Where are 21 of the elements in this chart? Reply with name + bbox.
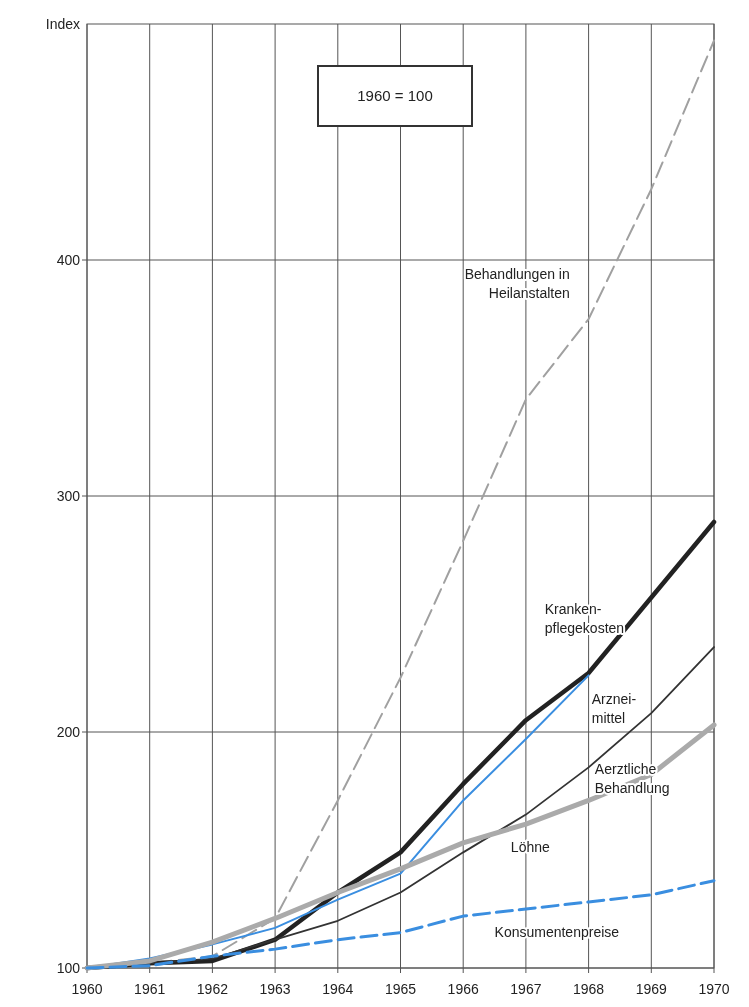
- series-label: Arznei- mittel: [591, 690, 637, 726]
- x-tick-label: 1967: [510, 981, 542, 997]
- x-tick-label: 1965: [384, 981, 417, 997]
- x-tick-label: 1960: [71, 981, 103, 997]
- note-box: 1960 = 100: [317, 65, 473, 127]
- series-label: Behandlungen in Heilanstalten: [464, 265, 570, 301]
- x-tick-label: 1968: [573, 981, 605, 997]
- y-tick-label: 200: [56, 723, 81, 740]
- x-tick-label: 1961: [134, 981, 166, 997]
- x-tick-label: 1962: [196, 981, 229, 997]
- x-tick-label: 1964: [322, 981, 354, 997]
- y-tick-label: 400: [56, 251, 81, 268]
- series-label: Löhne: [510, 839, 550, 856]
- x-tick-label: 1963: [259, 981, 291, 997]
- y-axis-title: Index: [45, 15, 80, 32]
- y-tick-label: 300: [56, 487, 81, 504]
- x-tick-label: 1966: [447, 981, 479, 997]
- y-tick-label: 100: [56, 959, 81, 976]
- annotation: 1960 = 100: [357, 87, 433, 105]
- x-tick-label: 1969: [635, 981, 668, 997]
- x-tick-label: 1970: [698, 981, 730, 997]
